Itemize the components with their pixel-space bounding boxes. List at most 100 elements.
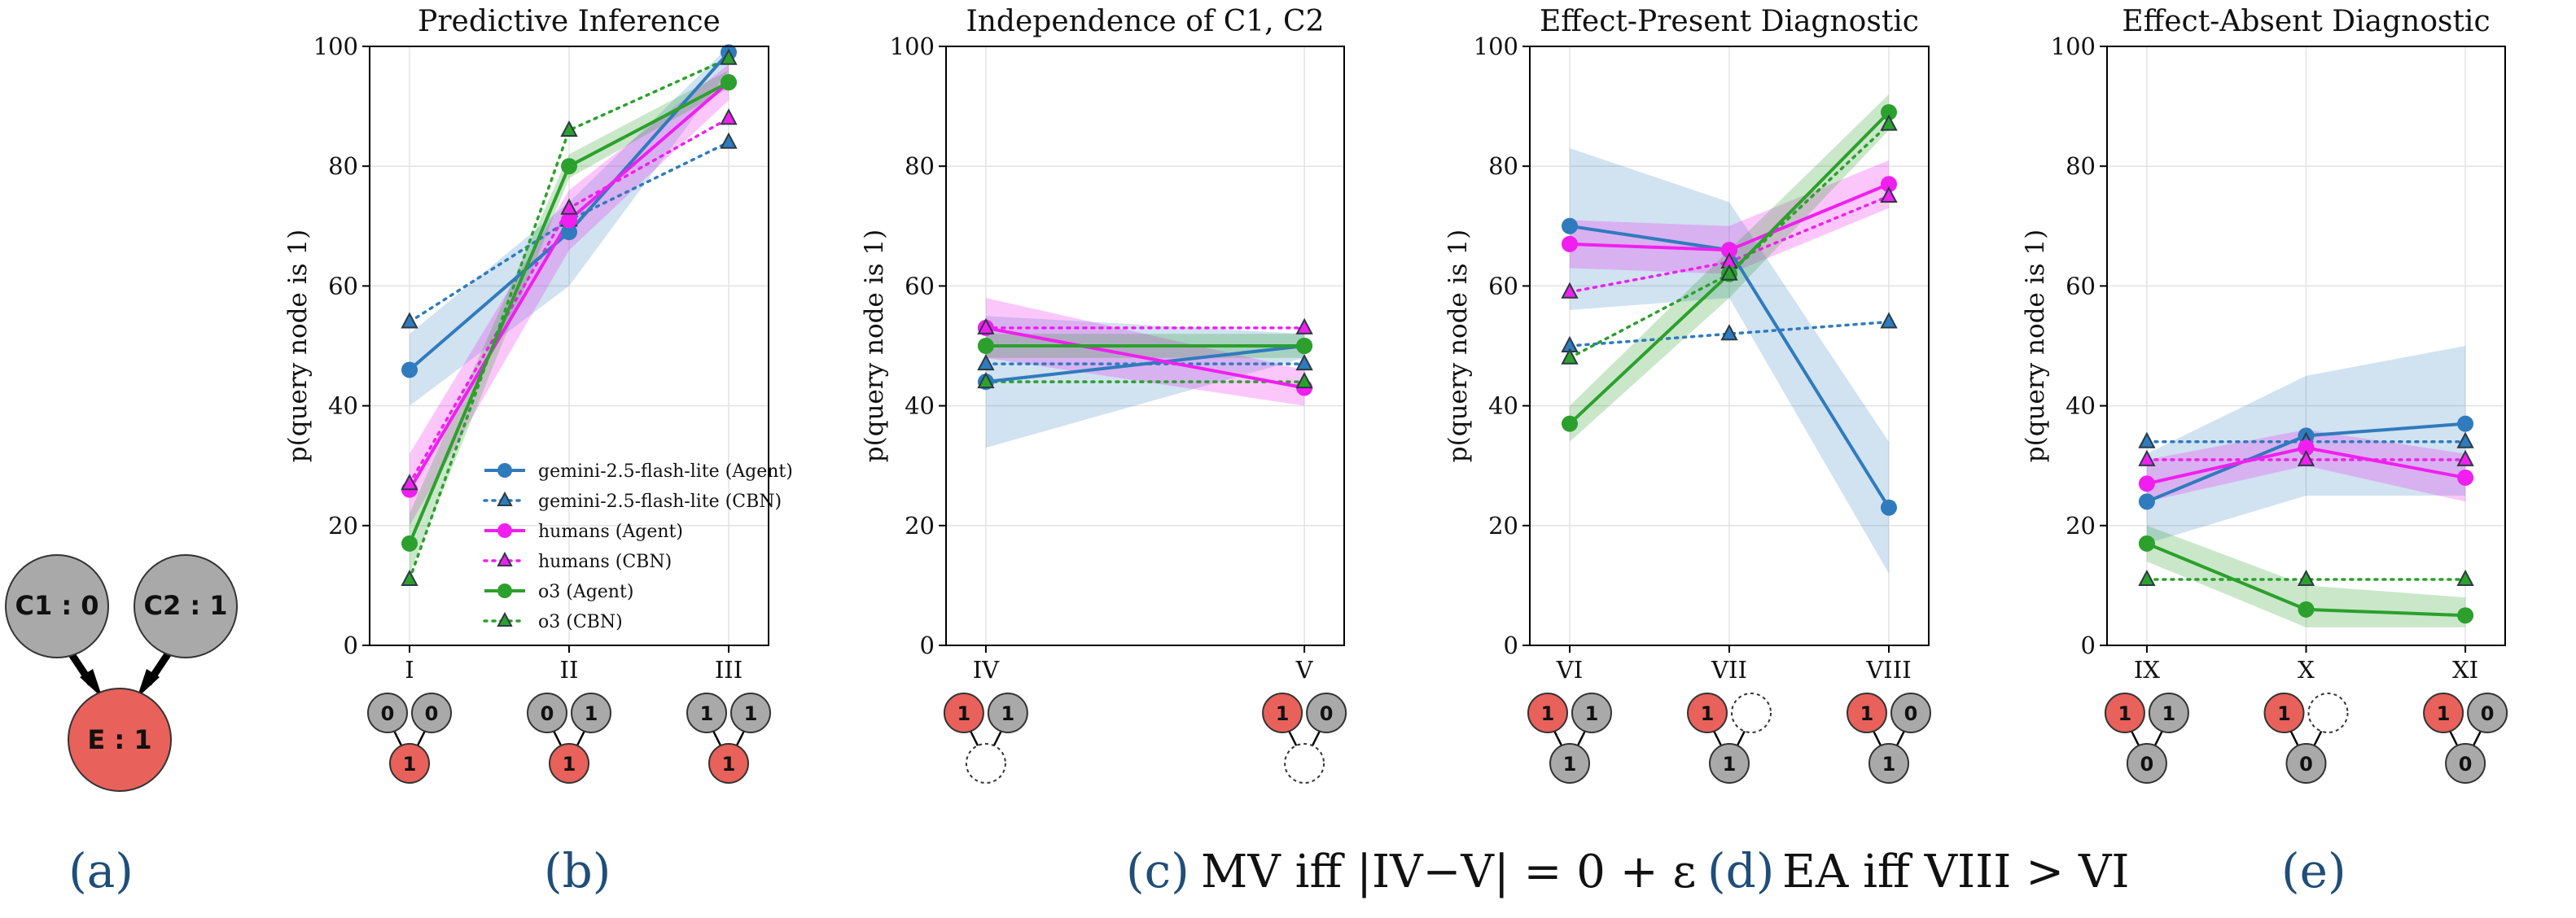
- mini-graph-node-label: 0: [2299, 753, 2313, 776]
- mini-graph-node-label: 1: [1585, 702, 1599, 725]
- confidence-band-gemini: [1570, 148, 1889, 574]
- confidence-band-gemini: [985, 316, 1305, 448]
- y-tick-label: 60: [905, 272, 935, 299]
- mini-graph: 1 0 1: [1847, 693, 1931, 784]
- mini-graph-node-label: 1: [1882, 753, 1896, 776]
- y-axis-label: p(query node is 1): [2021, 230, 2050, 462]
- point-humans-agent: [1721, 242, 1737, 259]
- point-o3-agent: [721, 74, 737, 91]
- legend-label: humans (Agent): [538, 522, 683, 542]
- mini-graph-node-label: 1: [403, 753, 417, 776]
- mini-graph-node-label: 1: [1541, 702, 1555, 725]
- point-humans-agent: [2138, 475, 2155, 492]
- mini-graph-node-label: 1: [744, 702, 758, 725]
- point-humans-agent: [2457, 469, 2474, 486]
- point-humans-cbn: [1295, 317, 1313, 334]
- mini-graph-node: [686, 693, 727, 733]
- point-o3-agent: [561, 158, 577, 175]
- mini-graph-node-label: 1: [2118, 702, 2132, 725]
- mini-graph-node-label: 1: [2162, 702, 2176, 725]
- x-tick-label: V: [1295, 656, 1314, 684]
- mini-graph-node: [708, 743, 749, 784]
- arrowhead-c1-e: [80, 669, 103, 698]
- y-tick-label: 100: [1474, 33, 1518, 60]
- mini-graph-node: [2263, 693, 2305, 733]
- mini-graph-node-label: 0: [425, 702, 439, 725]
- mini-graph-node-label: 1: [1860, 702, 1874, 725]
- legend-label: humans (CBN): [538, 552, 672, 572]
- point-gemini-cbn: [401, 312, 418, 329]
- mini-graph-node-label: 1: [1723, 753, 1737, 776]
- mini-graph-node: [1549, 743, 1590, 784]
- mini-graph-node: [2126, 743, 2167, 784]
- mini-graph-node: [943, 693, 984, 733]
- mini-graph-node: [2423, 693, 2464, 733]
- mini-graph-node-label: 1: [722, 753, 736, 776]
- y-tick-label: 80: [905, 152, 935, 180]
- point-gemini-agent: [1562, 217, 1578, 234]
- confidence-band-humans: [985, 298, 1305, 406]
- mini-graph-node: [2148, 693, 2189, 733]
- x-tick-label: VIII: [1865, 656, 1911, 684]
- y-tick-label: 20: [2066, 512, 2096, 540]
- mini-graph-node: [1687, 693, 1728, 733]
- chart-title: Predictive Inference: [418, 5, 721, 38]
- point-humans-agent: [1881, 176, 1897, 193]
- legend-swatch-marker: [497, 463, 512, 478]
- mini-graph-node: [1709, 743, 1750, 784]
- point-o3-agent: [977, 338, 994, 354]
- y-axis-label: p(query node is 1): [283, 230, 313, 462]
- y-axis-label: p(query node is 1): [1444, 230, 1473, 462]
- mini-graph: 0 1 1: [527, 693, 611, 784]
- mini-graph: 0 0 1: [367, 693, 452, 784]
- y-tick-label: 60: [2066, 272, 2096, 299]
- x-tick-label: IV: [973, 656, 1000, 684]
- point-gemini-cbn: [1720, 324, 1738, 341]
- mini-graph-node: [1890, 693, 1931, 733]
- mini-graph-node-label: 1: [1001, 702, 1015, 725]
- mini-graph-node: [1868, 743, 1909, 784]
- mini-graph-node: [2285, 743, 2327, 784]
- y-tick-label: 0: [344, 632, 358, 659]
- mini-graph-node-label: 0: [1904, 702, 1918, 725]
- mini-graph-node: [1527, 693, 1568, 733]
- mini-graph-node: [1262, 693, 1303, 733]
- point-gemini-cbn: [977, 353, 995, 371]
- series-line-humans-agent: [985, 326, 1305, 390]
- mini-graph: 1 1 1: [1527, 693, 1612, 784]
- mini-graph-node-label: 1: [2437, 702, 2451, 725]
- point-o3-agent: [1296, 338, 1313, 354]
- x-tick-label: X: [2298, 656, 2315, 684]
- point-humans-cbn: [2297, 449, 2315, 466]
- y-tick-label: 60: [328, 272, 358, 299]
- point-o3-cbn: [1720, 264, 1738, 281]
- legend-swatch-marker: [497, 551, 513, 566]
- x-tick-label: I: [405, 656, 414, 684]
- point-gemini-cbn: [1880, 312, 1898, 329]
- mini-graph-node-label: 0: [541, 702, 554, 725]
- point-o3-cbn: [2138, 569, 2156, 587]
- point-gemini-agent: [2138, 493, 2155, 510]
- x-tick-label: VI: [1556, 656, 1583, 684]
- mini-graph-node: [1731, 693, 1772, 733]
- panel-caption-label: (b): [544, 843, 611, 898]
- mini-graph-node-label: 0: [2481, 702, 2495, 725]
- point-humans-agent: [2298, 439, 2315, 457]
- point-humans-cbn: [1561, 282, 1579, 299]
- mini-graph-node-label: 0: [381, 702, 395, 725]
- y-tick-label: 80: [328, 152, 358, 180]
- mini-graph-node: [2307, 693, 2349, 733]
- point-o3-agent: [2457, 607, 2474, 624]
- node-e-label: E : 1: [87, 724, 151, 755]
- y-tick-label: 40: [1488, 392, 1518, 420]
- legend-swatch-marker: [497, 611, 513, 627]
- mini-graph-node: [571, 693, 611, 733]
- node-c1-label: C1 : 0: [15, 590, 99, 621]
- point-humans-agent: [1562, 235, 1578, 252]
- point-gemini-cbn: [2138, 431, 2156, 448]
- mini-graph-node-label: 0: [1320, 702, 1334, 725]
- x-tick-label: III: [715, 656, 743, 684]
- chart-title: Effect-Present Diagnostic: [1540, 5, 1919, 38]
